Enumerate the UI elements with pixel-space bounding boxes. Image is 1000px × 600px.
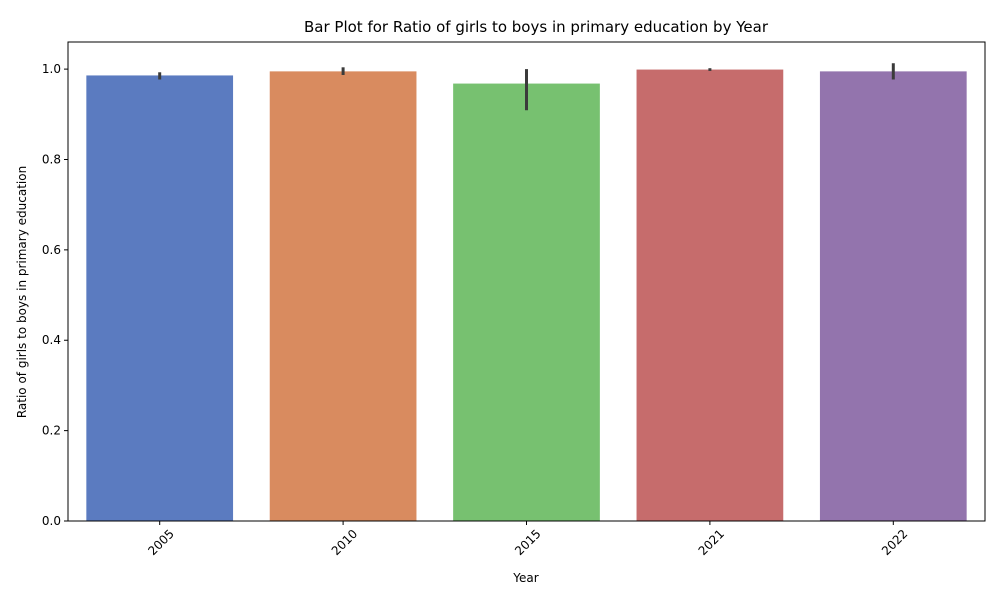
y-axis-label: Ratio of girls to boys in primary educat… (15, 166, 29, 418)
y-tick-label: 0.2 (42, 424, 61, 438)
chart-title: Bar Plot for Ratio of girls to boys in p… (304, 18, 769, 36)
bar-2010 (269, 71, 417, 521)
y-tick-label: 1.0 (42, 62, 61, 76)
bar-2015 (453, 83, 600, 522)
y-tick-label: 0.4 (42, 333, 61, 347)
y-axis-ticks: 0.0 0.2 0.4 0.6 0.8 1.0 (42, 62, 68, 528)
bar-2005 (86, 75, 234, 521)
x-axis-label: Year (512, 571, 538, 585)
y-tick-label: 0.6 (42, 243, 61, 257)
y-tick-label: 0.8 (42, 152, 61, 166)
bar-2022 (819, 71, 967, 521)
bar-2021 (636, 69, 784, 521)
y-tick-label: 0.0 (42, 514, 61, 528)
bars-group (86, 69, 967, 522)
error-bars-group (158, 63, 895, 111)
